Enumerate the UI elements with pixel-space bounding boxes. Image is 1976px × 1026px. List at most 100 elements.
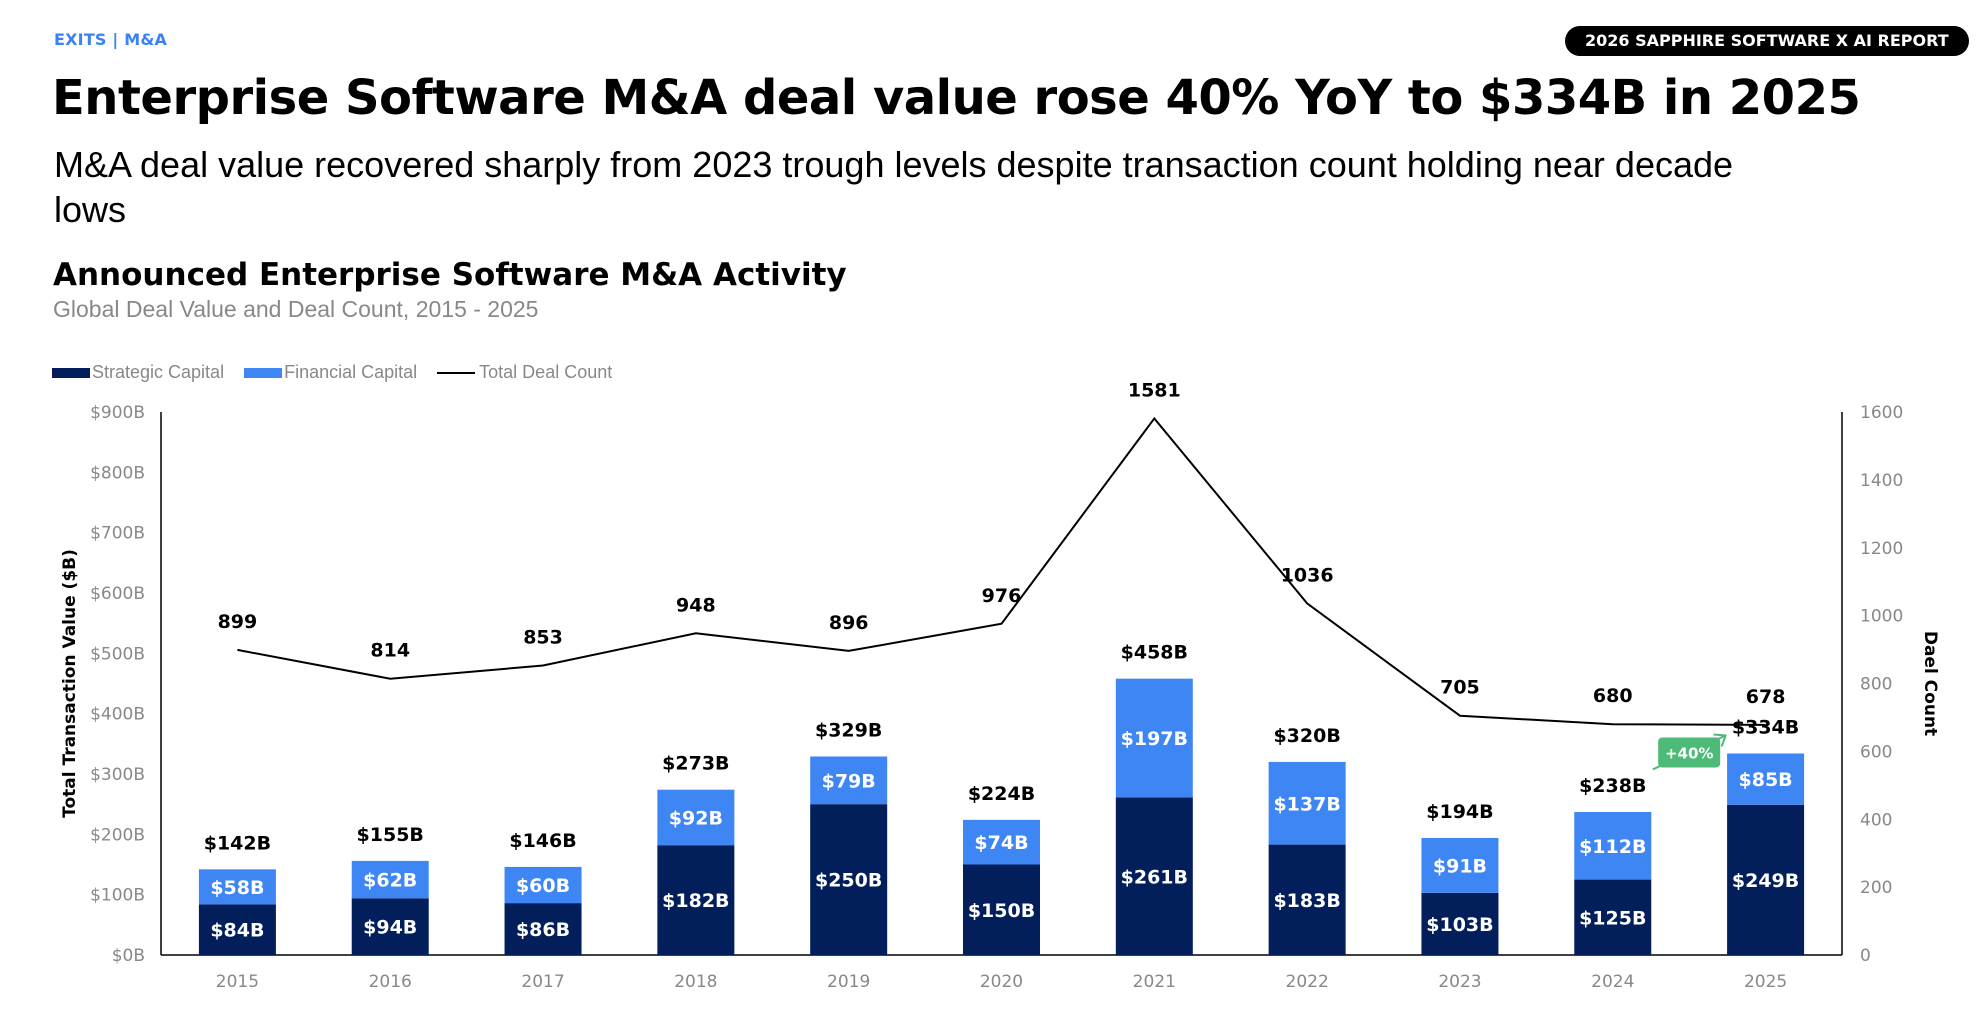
legend-item-deal-count: Total Deal Count <box>437 362 612 383</box>
bar-strategic <box>1574 879 1652 955</box>
bar-label-strategic: $261B <box>1121 866 1188 888</box>
legend-label-financial: Financial Capital <box>284 362 418 382</box>
bar-total-label: $273B <box>662 753 729 775</box>
deal-count-label: 899 <box>218 611 258 633</box>
annotation-arrowhead-icon <box>1713 733 1727 747</box>
y2-axis-title: Dael Count <box>1920 631 1940 736</box>
legend-label-deal-count: Total Deal Count <box>479 362 613 382</box>
y-tick-label: $100B <box>90 886 145 906</box>
deal-count-label: 678 <box>1746 686 1786 708</box>
bar-financial <box>504 866 582 904</box>
chart-axes: $0B $100B $200B $300B $400B $500B $600B $700B $8… <box>60 403 1940 992</box>
bar-financial <box>1268 761 1346 845</box>
y2-tick-label: 1600 <box>1860 403 1903 423</box>
bar-label-strategic: $249B <box>1732 870 1799 892</box>
bar-financial <box>351 860 429 899</box>
deal-count-label: 680 <box>1593 685 1633 707</box>
bar-label-strategic: $125B <box>1579 907 1646 929</box>
y-tick-label: $400B <box>90 705 145 725</box>
legend-label-strategic: Strategic Capital <box>92 362 225 382</box>
bar-strategic <box>351 898 429 955</box>
legend-swatch-financial <box>244 367 283 378</box>
bar-total-label: $238B <box>1579 775 1646 797</box>
bar-strategic <box>963 864 1040 955</box>
y-tick-label: $800B <box>90 463 145 483</box>
chart-bars <box>198 678 1805 955</box>
bar-strategic <box>1268 844 1346 955</box>
x-tick-label: 2017 <box>521 972 564 992</box>
bar-total-label: $155B <box>357 824 424 846</box>
bar-strategic <box>198 904 276 955</box>
deal-count-label: 705 <box>1440 677 1480 699</box>
y2-tick-label: 600 <box>1860 742 1892 762</box>
y-axis-title: Total Transaction Value ($B) <box>60 549 80 818</box>
chart-subtitle: Global Deal Value and Deal Count, 2015 -… <box>53 296 539 322</box>
x-tick-label: 2018 <box>674 972 717 992</box>
legend-item-financial: Financial Capital <box>244 362 417 383</box>
y-tick-label: $700B <box>90 524 145 544</box>
chart-legend: Strategic Capital Financial Capital Tota… <box>52 362 632 383</box>
x-tick-label: 2025 <box>1744 972 1787 992</box>
y-tick-label: $300B <box>90 765 145 785</box>
chart-labels: $84B $58B $142B $94B $62B $155B $86B $60B $146B $… <box>204 379 1800 941</box>
bar-total-label: $320B <box>1273 725 1340 747</box>
annotation-badge <box>1658 737 1721 768</box>
chart-line <box>237 416 1766 726</box>
y2-tick-label: 1400 <box>1860 471 1903 491</box>
deal-count-label: 1581 <box>1128 379 1181 401</box>
bar-label-financial: $112B <box>1579 836 1646 858</box>
x-tick-label: 2020 <box>980 972 1023 992</box>
bar-total-label: $146B <box>509 830 576 852</box>
deal-count-label: 853 <box>523 627 563 649</box>
bar-label-strategic: $84B <box>210 920 264 942</box>
deal-count-label: 948 <box>676 594 716 616</box>
bar-label-financial: $137B <box>1273 793 1340 815</box>
bar-financial <box>1574 812 1652 880</box>
x-tick-label: 2016 <box>369 972 412 992</box>
y2-tick-label: 200 <box>1860 878 1892 898</box>
section-tag: EXITS | M&A <box>54 30 168 49</box>
bar-financial <box>1727 753 1805 805</box>
bar-strategic <box>657 845 735 955</box>
headline: Enterprise Software M&A deal value rose … <box>52 70 1861 126</box>
deal-count-line <box>237 416 1766 726</box>
y-tick-label: $600B <box>90 584 145 604</box>
y-tick-label: $900B <box>90 403 145 423</box>
y-tick-label: $500B <box>90 644 145 664</box>
deal-count-label: 896 <box>829 612 869 634</box>
bar-total-label: $224B <box>968 783 1035 805</box>
x-tick-label: 2015 <box>216 972 259 992</box>
bar-financial <box>810 756 888 805</box>
bar-strategic <box>1421 892 1499 955</box>
y2-tick-label: 0 <box>1860 946 1871 966</box>
y-tick-label: $0B <box>112 946 145 966</box>
x-tick-label: 2019 <box>827 972 870 992</box>
y-tick-label: $200B <box>90 825 145 845</box>
bar-financial <box>1115 678 1193 798</box>
bar-label-financial: $197B <box>1121 728 1188 750</box>
bar-financial <box>198 869 276 905</box>
bar-label-financial: $79B <box>822 770 876 792</box>
bar-label-strategic: $94B <box>363 917 417 939</box>
annotation-label: +40% <box>1665 744 1713 762</box>
bar-label-financial: $62B <box>363 870 417 892</box>
deal-count-label: 976 <box>982 585 1022 607</box>
bar-financial <box>963 819 1040 865</box>
x-tick-label: 2024 <box>1591 972 1634 992</box>
x-tick-label: 2022 <box>1286 972 1329 992</box>
bar-strategic <box>1727 804 1805 955</box>
bar-label-strategic: $103B <box>1426 914 1493 936</box>
y2-tick-label: 400 <box>1860 810 1892 830</box>
bar-total-label: $334B <box>1732 716 1799 738</box>
bar-label-strategic: $86B <box>516 919 570 941</box>
bar-label-strategic: $183B <box>1273 890 1340 912</box>
bar-strategic <box>810 804 888 955</box>
bar-strategic <box>504 903 582 955</box>
bar-total-label: $329B <box>815 720 882 742</box>
bar-label-financial: $91B <box>1433 855 1487 877</box>
bar-financial <box>1421 837 1499 893</box>
y2-tick-label: 800 <box>1860 675 1892 695</box>
chart-title: Announced Enterprise Software M&A Activi… <box>53 257 847 293</box>
bar-label-financial: $85B <box>1739 769 1793 791</box>
